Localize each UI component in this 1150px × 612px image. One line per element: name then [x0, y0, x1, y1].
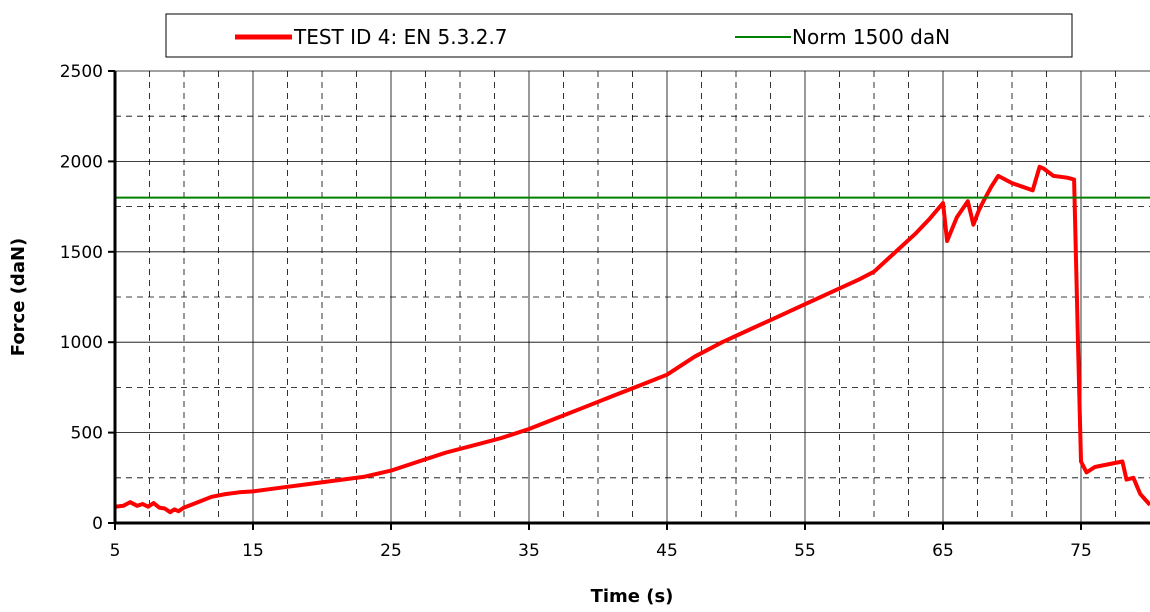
y-tick-label: 1500 [60, 243, 103, 263]
x-tick-label: 75 [1070, 541, 1092, 561]
x-tick-label: 5 [110, 541, 121, 561]
x-tick-label: 15 [242, 541, 264, 561]
x-tick-label: 45 [656, 541, 678, 561]
x-tick-label: 35 [518, 541, 540, 561]
y-tick-label: 0 [92, 514, 103, 534]
tick-labels: 0 500 1000 1500 2000 2500 5 15 25 35 45 55 65 75 [60, 62, 1092, 561]
legend-box [165, 13, 1073, 58]
minor-gridlines [115, 71, 1150, 523]
y-tick-label: 2500 [60, 62, 103, 82]
x-axis-title: Time (s) [591, 586, 674, 607]
x-tick-label: 65 [932, 541, 954, 561]
legend: TEST ID 4: EN 5.3.2.7 Norm 1500 daN [165, 13, 1073, 58]
y-tick-label: 500 [71, 424, 103, 444]
y-tick-label: 1000 [60, 333, 103, 353]
y-tick-label: 2000 [60, 152, 103, 172]
legend-label-norm: Norm 1500 daN [792, 25, 950, 49]
axes [108, 70, 1150, 530]
series-layer [114, 164, 1150, 515]
series-line-test [114, 164, 1150, 515]
major-gridlines [115, 70, 1150, 523]
legend-label-test: TEST ID 4: EN 5.3.2.7 [293, 25, 508, 49]
x-tick-label: 55 [794, 541, 816, 561]
x-tick-label: 25 [380, 541, 402, 561]
y-axis-title: Force (daN) [8, 238, 29, 357]
